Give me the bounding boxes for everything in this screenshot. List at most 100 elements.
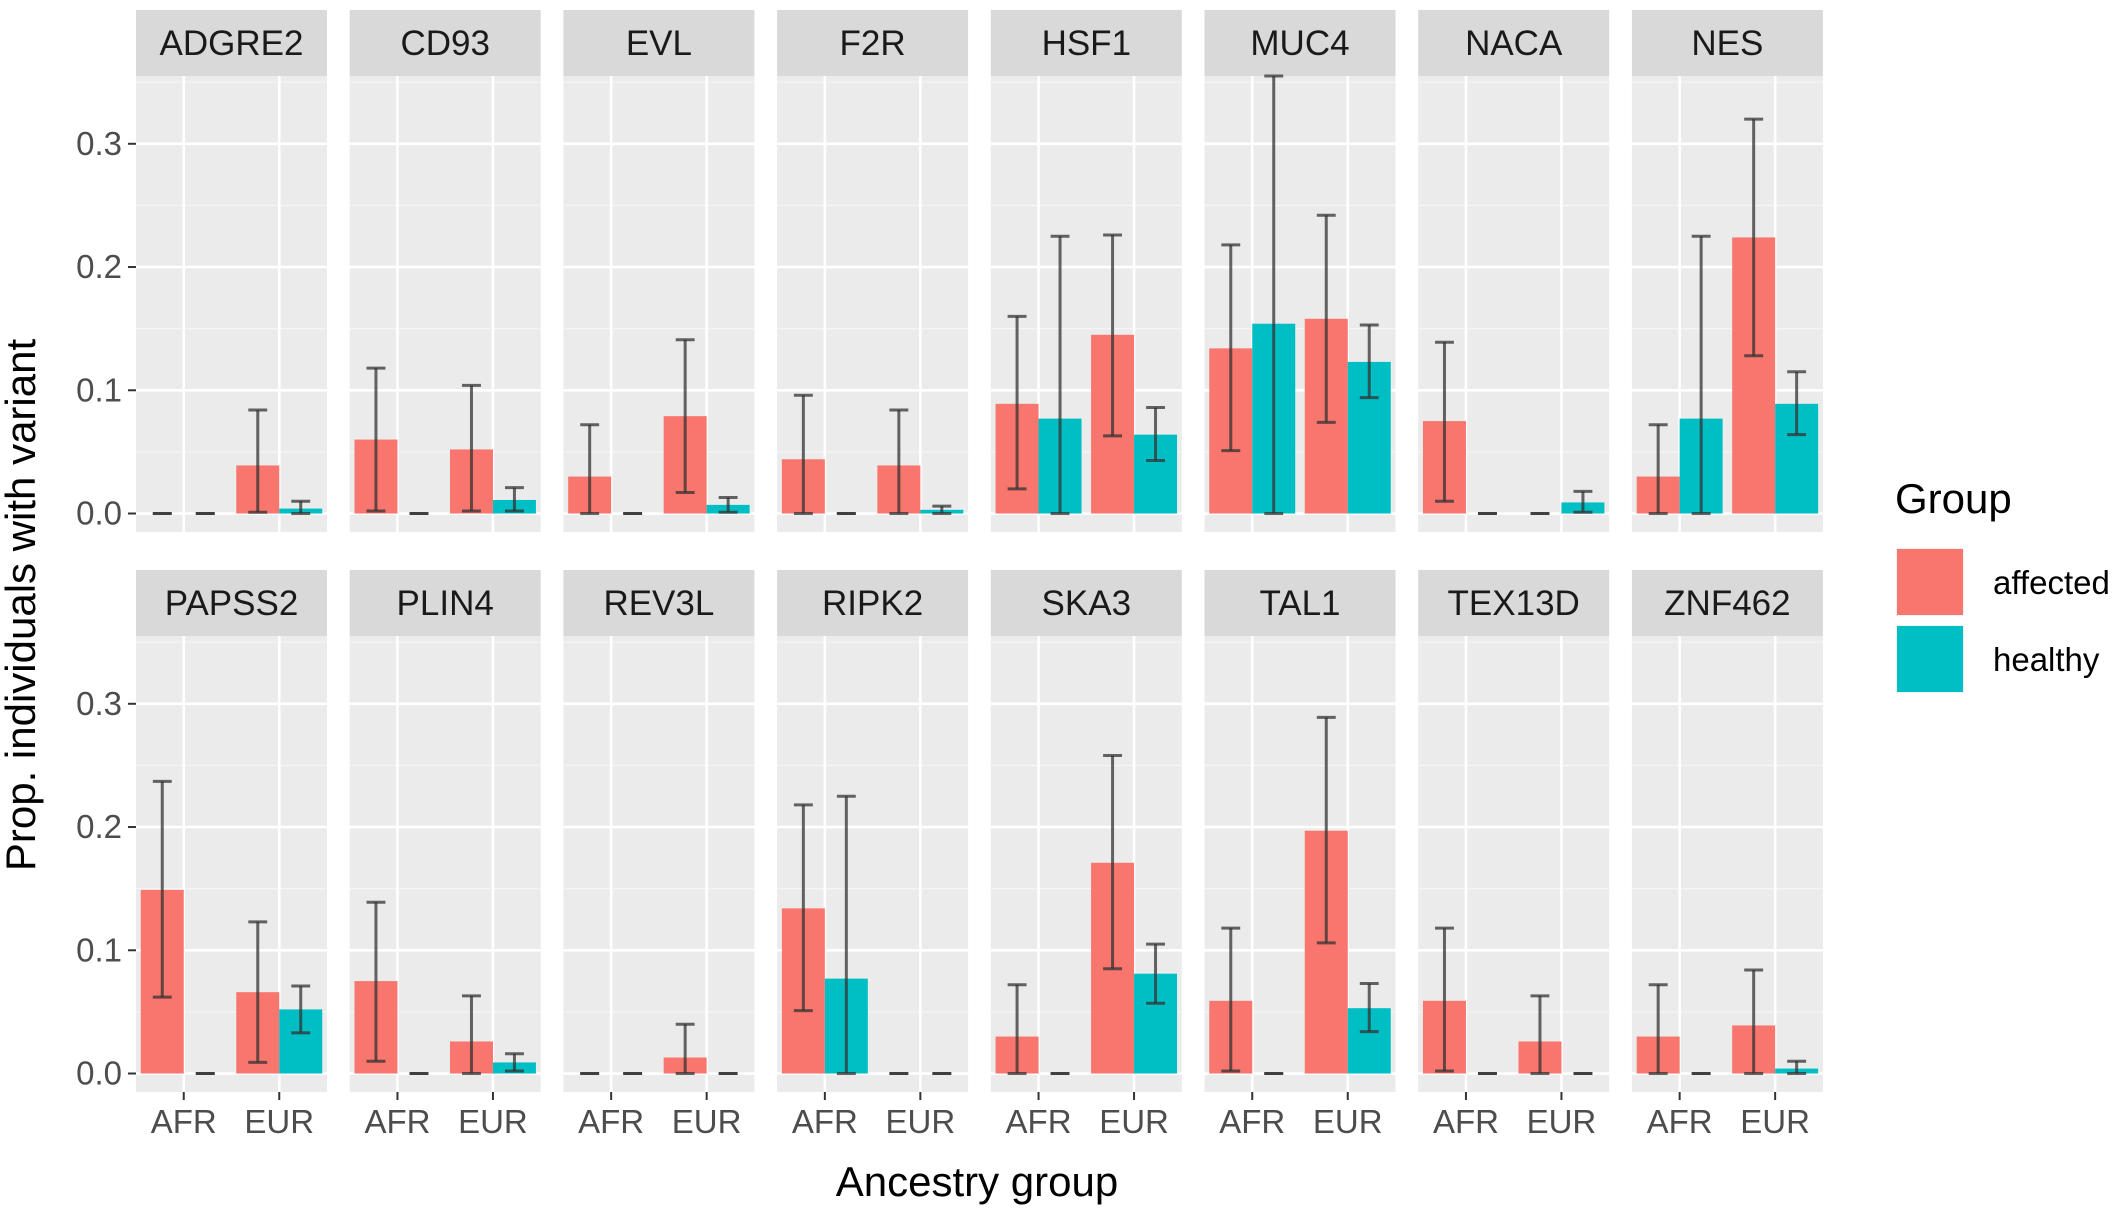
y-tick-label: 0.1: [76, 931, 122, 968]
x-tick-label: AFR: [1647, 1103, 1713, 1140]
x-tick-label: AFR: [792, 1103, 858, 1140]
error-bar: [462, 994, 481, 1076]
facet-strip-label: REV3L: [603, 584, 714, 623]
error-bar: [1264, 74, 1284, 516]
x-tick-label: EUR: [458, 1103, 528, 1140]
error-bar: [504, 486, 524, 513]
panel-background: [563, 636, 755, 1092]
facet-strip-label: ZNF462: [1664, 584, 1790, 623]
legend-label: affected: [1993, 564, 2110, 601]
error-bar: [1146, 406, 1165, 463]
error-bar: [1435, 926, 1454, 1073]
legend-label: healthy: [1993, 641, 2100, 678]
error-bar: [291, 984, 311, 1035]
error-bar: [675, 1022, 695, 1076]
error-bar: [504, 1052, 524, 1073]
x-axis: AFR EUR AFR EUR AFR EUR AFR EUR AFR EUR AFR EUR AFR E…: [151, 1092, 1810, 1140]
facet-strip-label: PAPSS2: [165, 584, 299, 623]
error-bar: [248, 920, 268, 1064]
error-bar: [1007, 983, 1027, 1076]
facet-strip-label: ADGRE2: [160, 24, 304, 63]
facet-panel-rev3l: REV3L: [563, 570, 755, 1092]
facet-strip: [1631, 10, 1823, 76]
x-tick-label: EUR: [1527, 1103, 1597, 1140]
error-bar: [248, 408, 268, 514]
error-bar: [932, 504, 952, 516]
facet-strip: [1204, 570, 1396, 636]
facet-panel-ripk2: RIPK2: [777, 570, 969, 1092]
error-bar: [1530, 994, 1550, 1076]
facet-strip-label: PLIN4: [397, 584, 494, 623]
facet-strip: [1418, 10, 1610, 76]
y-axis-title: Prop. individuals with variant: [0, 339, 44, 872]
y-tick-label: 0.3: [76, 125, 122, 162]
legend-swatch: [1897, 626, 1963, 692]
facet-strip: [777, 570, 969, 636]
error-bar: [580, 423, 600, 516]
facet-strip: [349, 570, 541, 636]
error-bar: [1435, 340, 1454, 503]
panel-background: [777, 76, 969, 532]
error-bar: [1146, 942, 1165, 1005]
facet-strip: [563, 570, 755, 636]
legend-entry-healthy: healthy: [1896, 625, 2100, 693]
facet-panel-tal1: TAL1: [1204, 570, 1396, 1092]
x-tick-label: EUR: [1099, 1103, 1169, 1140]
error-bar: [152, 779, 172, 999]
facet-panel-adgre2: ADGRE2: [136, 10, 327, 532]
facet-panel-plin4: PLIN4: [349, 570, 541, 1092]
error-bar: [1050, 234, 1070, 516]
y-tick-label: 0.3: [76, 685, 122, 722]
error-bar: [1359, 982, 1379, 1034]
error-bar: [291, 499, 311, 516]
x-tick-label: EUR: [886, 1103, 956, 1140]
facet-strip: [777, 10, 969, 76]
facet-panel-ska3: SKA3: [990, 570, 1182, 1092]
facet-strip-label: TAL1: [1259, 584, 1340, 623]
facet-panels: ADGRE2 CD93 EVL F2R HSF1 MUC4 NACA NES PAPSS2 PLI…: [136, 10, 1823, 1092]
facet-strip-label: HSF1: [1042, 24, 1131, 63]
panel-background: [1631, 636, 1823, 1092]
error-bar: [1573, 489, 1593, 514]
x-tick-label: AFR: [1006, 1103, 1072, 1140]
y-tick-label: 0.1: [76, 371, 122, 408]
error-bar: [836, 794, 856, 1076]
error-bar: [1787, 1059, 1807, 1076]
error-bar: [1221, 243, 1241, 453]
error-bar: [1648, 983, 1668, 1076]
error-bar: [1359, 323, 1379, 400]
x-tick-label: AFR: [578, 1103, 644, 1140]
error-bar: [1744, 117, 1764, 358]
x-tick-label: AFR: [1433, 1103, 1499, 1140]
facet-strip: [136, 10, 327, 76]
facet-strip-label: F2R: [840, 24, 906, 63]
facet-panel-cd93: CD93: [349, 10, 541, 532]
facet-strip: [990, 570, 1182, 636]
x-tick-label: AFR: [151, 1103, 217, 1140]
error-bar: [793, 803, 813, 1013]
error-bar: [1691, 234, 1711, 516]
error-bar: [1744, 968, 1764, 1076]
legend-title: Group: [1895, 475, 2012, 522]
facet-strip: [1631, 570, 1823, 636]
error-bar: [1316, 715, 1336, 945]
facet-strip: [1204, 10, 1396, 76]
x-tick-label: EUR: [1740, 1103, 1810, 1140]
error-bar: [718, 495, 738, 514]
error-bar: [1221, 926, 1241, 1073]
facet-panel-hsf1: HSF1: [990, 10, 1182, 532]
facet-panel-muc4: MUC4: [1204, 10, 1396, 532]
facet-panel-tex13d: TEX13D: [1418, 570, 1610, 1092]
facet-strip-label: NACA: [1465, 24, 1563, 63]
x-axis-title: Ancestry group: [836, 1158, 1118, 1205]
legend-swatch: [1897, 549, 1963, 615]
facet-strip-label: SKA3: [1042, 584, 1132, 623]
error-bar: [1007, 314, 1027, 491]
facet-strip-label: TEX13D: [1448, 584, 1580, 623]
facet-panel-nes: NES: [1631, 10, 1823, 532]
x-tick-label: AFR: [364, 1103, 430, 1140]
error-bar: [1316, 213, 1336, 424]
legend-entry-affected: affected: [1896, 548, 2110, 616]
facet-panel-f2r: F2R: [777, 10, 969, 532]
